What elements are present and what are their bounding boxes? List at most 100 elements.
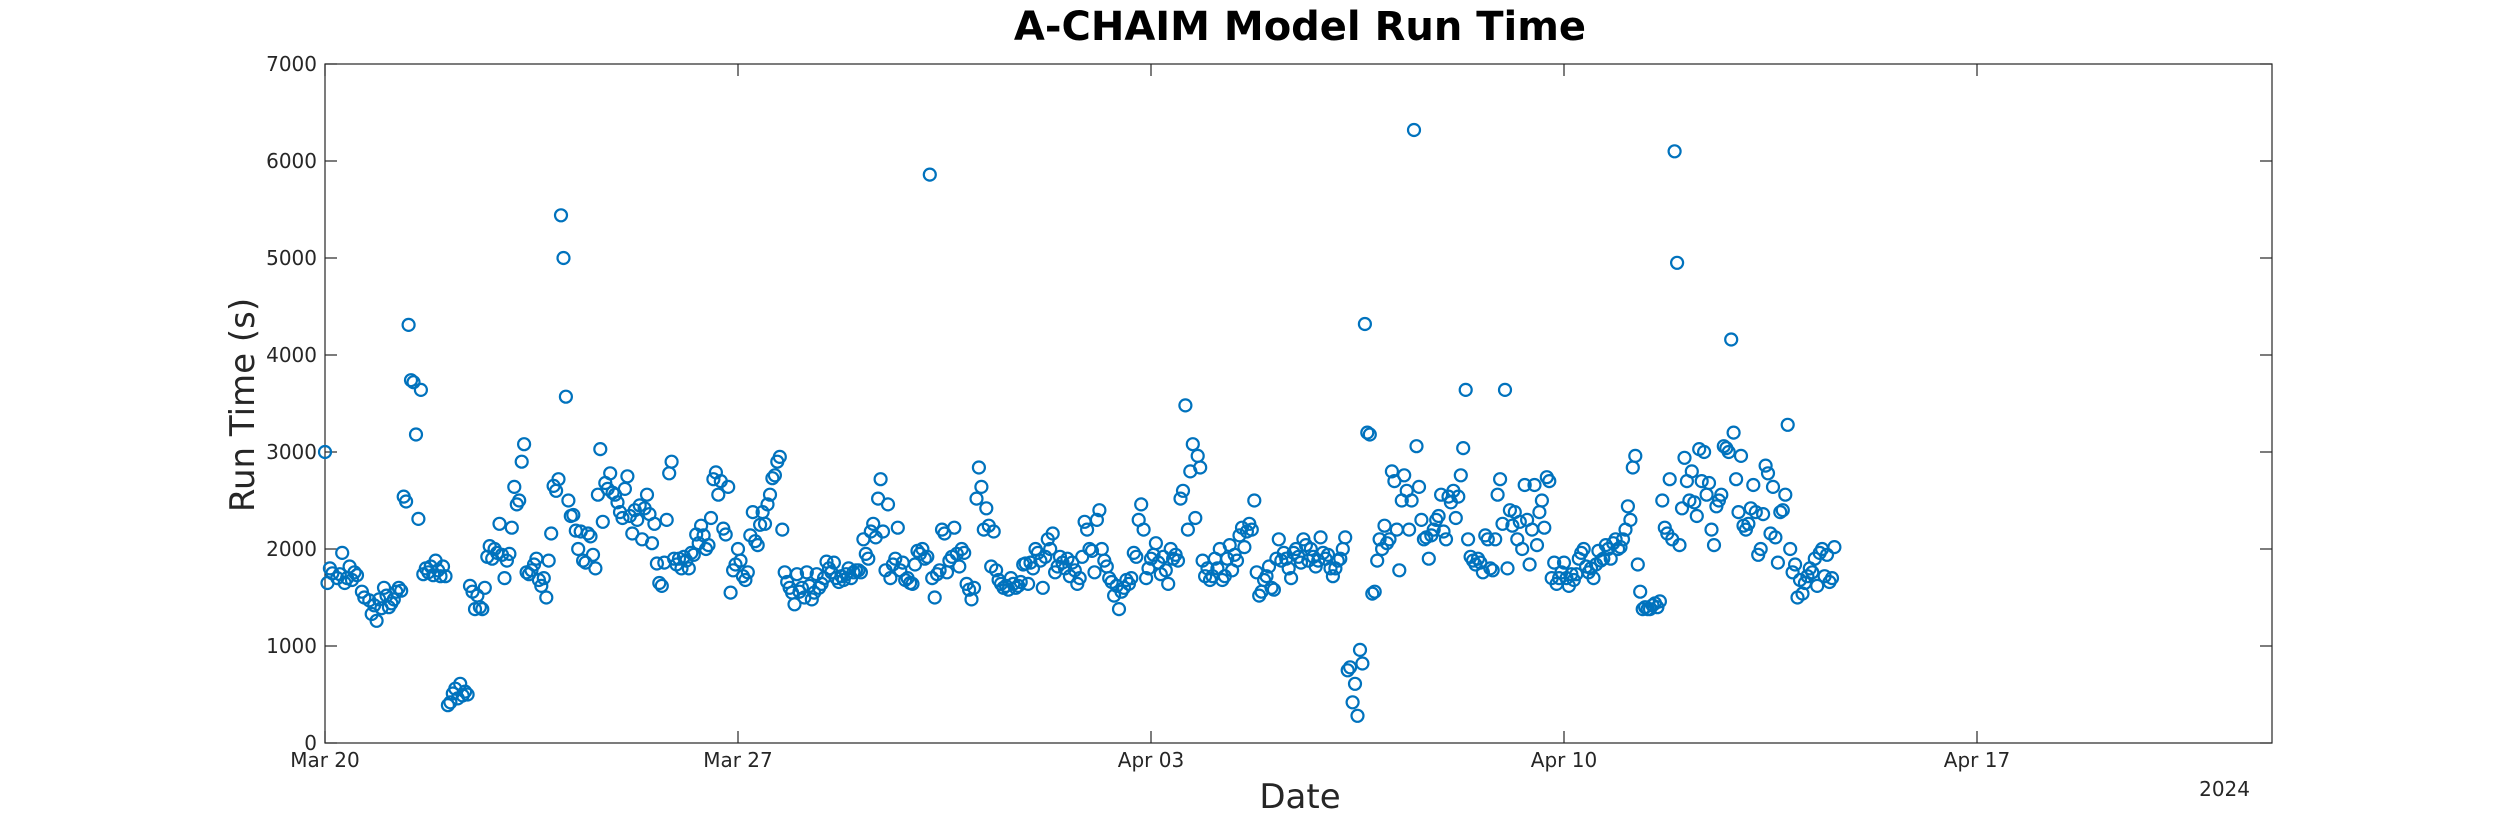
data-point (1173, 491, 1188, 506)
data-point (504, 520, 519, 535)
data-point (539, 590, 554, 605)
data-point (1480, 532, 1495, 547)
data-point (1330, 553, 1345, 568)
data-point (1633, 584, 1648, 599)
data-point (1406, 122, 1422, 138)
data-point (659, 512, 674, 528)
data-point (580, 526, 596, 541)
data-point (1512, 514, 1527, 529)
data-point (399, 494, 414, 509)
data-point (1193, 460, 1208, 475)
data-point (654, 578, 669, 594)
data-point (684, 545, 699, 561)
data-point (1342, 660, 1358, 675)
data-point (1303, 541, 1318, 557)
data-point (1087, 565, 1102, 580)
data-point (497, 570, 512, 586)
data-point (979, 501, 994, 516)
data-point (561, 493, 576, 508)
data-point (1129, 549, 1144, 564)
data-point (1593, 553, 1609, 568)
data-point (1293, 555, 1309, 570)
data-point (1652, 594, 1668, 609)
data-point (1079, 522, 1095, 537)
data-point (1389, 522, 1404, 537)
data-point (1180, 522, 1196, 537)
data-point (733, 553, 748, 568)
data-point (721, 479, 736, 494)
data-point (974, 479, 989, 494)
data-point (649, 556, 665, 571)
data-point (1433, 487, 1449, 502)
y-tick-label: 3000 (266, 440, 317, 464)
data-point (583, 529, 598, 544)
data-point (551, 472, 566, 487)
data-point (1460, 532, 1476, 547)
data-point (433, 569, 448, 584)
data-point (851, 563, 866, 578)
data-point (1687, 495, 1702, 510)
data-point (1628, 448, 1643, 463)
data-point (1615, 532, 1631, 547)
data-point (1431, 508, 1446, 524)
data-point (1035, 580, 1050, 595)
data-point (1785, 565, 1800, 580)
data-point (411, 511, 426, 527)
data-point (1025, 561, 1041, 576)
data-point (1746, 477, 1761, 493)
data-point (1517, 477, 1532, 493)
data-point (603, 466, 618, 481)
data-point (502, 546, 517, 562)
x-tick-label: Apr 17 (1944, 748, 2010, 772)
data-point (1529, 537, 1545, 553)
data-point (711, 487, 726, 502)
data-point (566, 507, 581, 523)
data-point (615, 510, 630, 526)
data-point (1045, 526, 1060, 541)
data-point (440, 698, 455, 713)
data-point (1134, 497, 1149, 512)
data-point (1382, 532, 1397, 547)
y-tick-label: 1000 (266, 634, 317, 658)
data-point (1340, 663, 1355, 678)
data-point (1170, 553, 1186, 568)
data-point (723, 585, 738, 600)
data-point (969, 491, 984, 506)
data-point (1338, 530, 1353, 545)
data-point (1775, 503, 1790, 518)
data-point (1753, 541, 1768, 557)
data-point (1475, 565, 1491, 580)
y-tick-label: 0 (304, 731, 317, 755)
data-point (1271, 532, 1286, 547)
data-point (701, 537, 716, 553)
data-point (1247, 493, 1262, 508)
data-point (905, 576, 920, 592)
data-point (1721, 444, 1736, 460)
y-tick-label: 2000 (266, 537, 317, 561)
data-point (1748, 504, 1763, 520)
data-point (718, 527, 733, 542)
data-point (971, 460, 987, 475)
data-point (1030, 545, 1046, 561)
data-point (595, 514, 610, 529)
data-point (1089, 512, 1105, 528)
data-point (730, 541, 746, 557)
data-point (317, 444, 333, 460)
data-point (706, 472, 721, 487)
data-point (1485, 563, 1500, 578)
data-point (408, 427, 424, 442)
data-point (1760, 466, 1776, 481)
data-point (512, 493, 527, 508)
data-point (1662, 472, 1677, 487)
data-point (1043, 541, 1058, 557)
data-point (1625, 460, 1640, 475)
data-point (1124, 570, 1139, 586)
data-point (1370, 553, 1385, 568)
data-point (1185, 437, 1200, 452)
data-point (664, 454, 679, 469)
data-point (765, 471, 780, 486)
data-point (1674, 501, 1690, 516)
data-point (1453, 468, 1468, 483)
data-point (932, 563, 947, 578)
data-point (775, 522, 790, 537)
